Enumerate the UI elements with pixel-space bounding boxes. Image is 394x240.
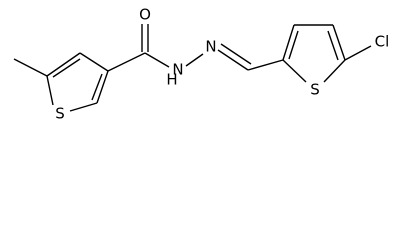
bond: [96, 70, 109, 104]
atom-label: S: [310, 81, 320, 99]
bonds: [13, 24, 372, 112]
bond: [13, 58, 48, 77]
bond: [282, 59, 307, 83]
bond: [220, 43, 252, 65]
atom-label: O: [139, 6, 151, 24]
atom-label: Cl: [375, 33, 390, 51]
atom-label: N: [172, 61, 183, 79]
bond: [247, 59, 284, 71]
atom-label: N: [205, 38, 216, 56]
bond: [282, 24, 295, 61]
atom-label: H: [166, 71, 177, 89]
bond: [91, 73, 103, 101]
bond: [217, 49, 249, 71]
bond: [46, 75, 54, 106]
bond: [144, 52, 170, 68]
bond: [185, 53, 204, 67]
molecule-diagram: O S N H N S Cl: [13, 6, 390, 123]
bond: [323, 59, 346, 83]
bond: [69, 102, 98, 112]
bond: [107, 52, 146, 72]
bond: [327, 30, 339, 61]
bond: [344, 45, 372, 61]
bond: [288, 30, 299, 60]
bond: [79, 52, 109, 72]
atom-label: S: [55, 105, 65, 123]
bond: [52, 58, 81, 78]
bond: [332, 24, 346, 61]
bond: [46, 52, 81, 77]
